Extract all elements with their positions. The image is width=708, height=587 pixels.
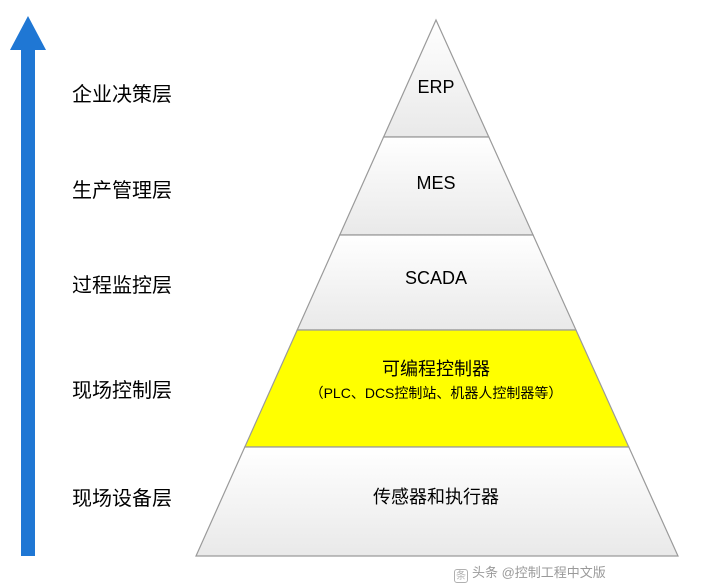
toutiao-logo-icon: 条 bbox=[454, 569, 468, 583]
diagram-canvas: 企业决策层生产管理层过程监控层现场控制层现场设备层 ERPMESSCADA可编程… bbox=[0, 0, 708, 587]
pyramid-layer-l2 bbox=[245, 330, 629, 447]
attribution-text: 条头条 @控制工程中文版 bbox=[454, 562, 606, 583]
attribution-label: 头条 @控制工程中文版 bbox=[472, 565, 606, 580]
pyramid-layer-l3 bbox=[297, 235, 576, 330]
pyramid-layer-l5 bbox=[384, 20, 489, 137]
pyramid-diagram bbox=[0, 0, 708, 587]
pyramid-layer-l1 bbox=[196, 447, 678, 556]
pyramid-layer-l4 bbox=[340, 137, 533, 235]
